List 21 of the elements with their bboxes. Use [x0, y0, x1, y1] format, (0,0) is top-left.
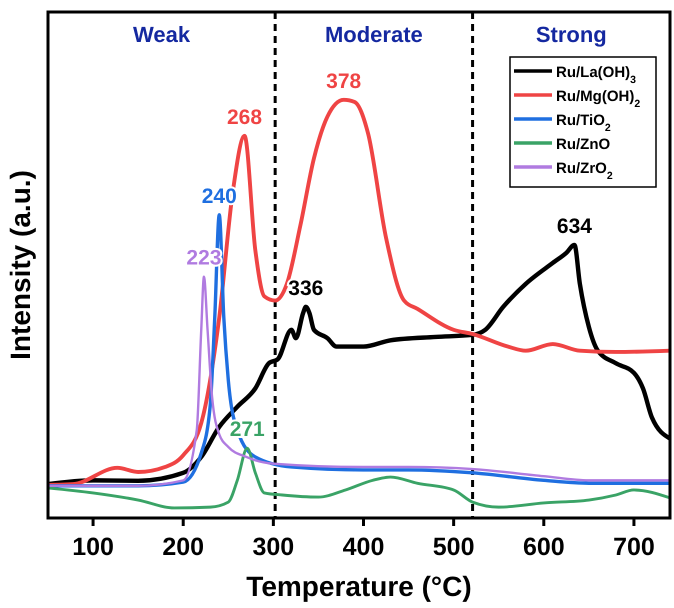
x-tick-label: 400 — [342, 533, 384, 561]
text: Strong — [536, 22, 607, 47]
legend-label: Ru/Mg(OH)$_{2}$ — [556, 88, 640, 110]
x-tick-label: 200 — [162, 533, 204, 561]
annotation: 336 — [288, 276, 324, 300]
y-axis-title: Intensity (a.u.) — [5, 170, 36, 360]
x-tick-label: 700 — [613, 533, 655, 561]
legend-label: Ru/ZrO$_{2}$ — [556, 160, 613, 182]
legend-label: Ru/La(OH)$_{3}$ — [556, 64, 636, 86]
text: Weak — [133, 22, 191, 47]
annotation: 634 — [556, 214, 592, 238]
x-tick-label: 500 — [432, 533, 475, 561]
x-tick-label: 600 — [522, 533, 565, 561]
legend-label: Ru/ZnO — [556, 136, 610, 153]
text: Moderate — [324, 22, 423, 47]
x-tick-label: 300 — [252, 533, 294, 561]
annotation: 378 — [326, 70, 362, 93]
annotation: 268 — [226, 106, 262, 129]
legend-label: Ru/TiO$_{2}$ — [556, 112, 611, 134]
x-axis-title: Temperature (°C) — [246, 571, 472, 602]
x-tick-label: 100 — [72, 533, 114, 561]
